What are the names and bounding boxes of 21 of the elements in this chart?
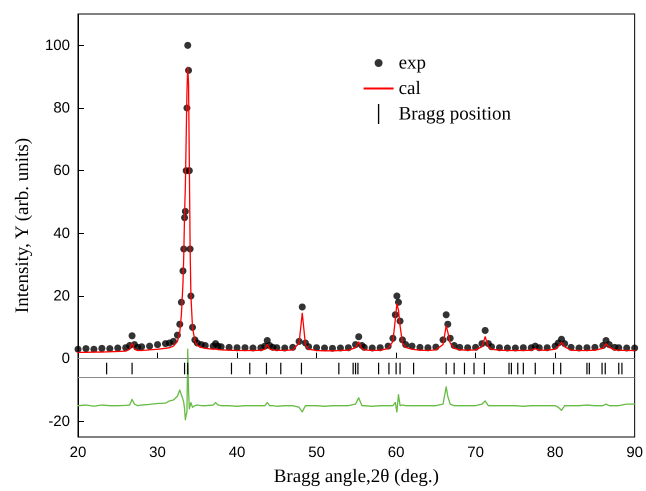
legend-label: Bragg position <box>398 104 512 124</box>
y-axis-title: Intensity, Y (arb. units) <box>12 138 33 314</box>
y-tick-label: 20 <box>53 288 70 304</box>
y-tick-label: 0 <box>62 350 70 368</box>
legend-label: cal <box>398 78 421 99</box>
x-tick-label: 80 <box>546 444 564 461</box>
x-tick-label: 90 <box>626 444 643 461</box>
y-tick-label: -20 <box>48 412 70 430</box>
x-tick-label: 70 <box>467 444 484 461</box>
x-tick-label: 50 <box>308 444 325 461</box>
x-tick-label: 30 <box>149 444 166 461</box>
y-tick-label: 80 <box>53 100 70 116</box>
line-series <box>77 348 636 420</box>
x-axis-title: Bragg angle,2θ (deg.) <box>274 466 439 487</box>
y-tick-label: 100 <box>44 36 70 54</box>
x-tick-label: 60 <box>388 444 404 461</box>
y-tick-label: 60 <box>53 162 70 180</box>
x-tick-label: 40 <box>228 444 246 461</box>
y-tick-label: 40 <box>53 224 70 242</box>
x-tick-label: 20 <box>70 444 86 461</box>
legend-label: exp <box>398 52 426 74</box>
